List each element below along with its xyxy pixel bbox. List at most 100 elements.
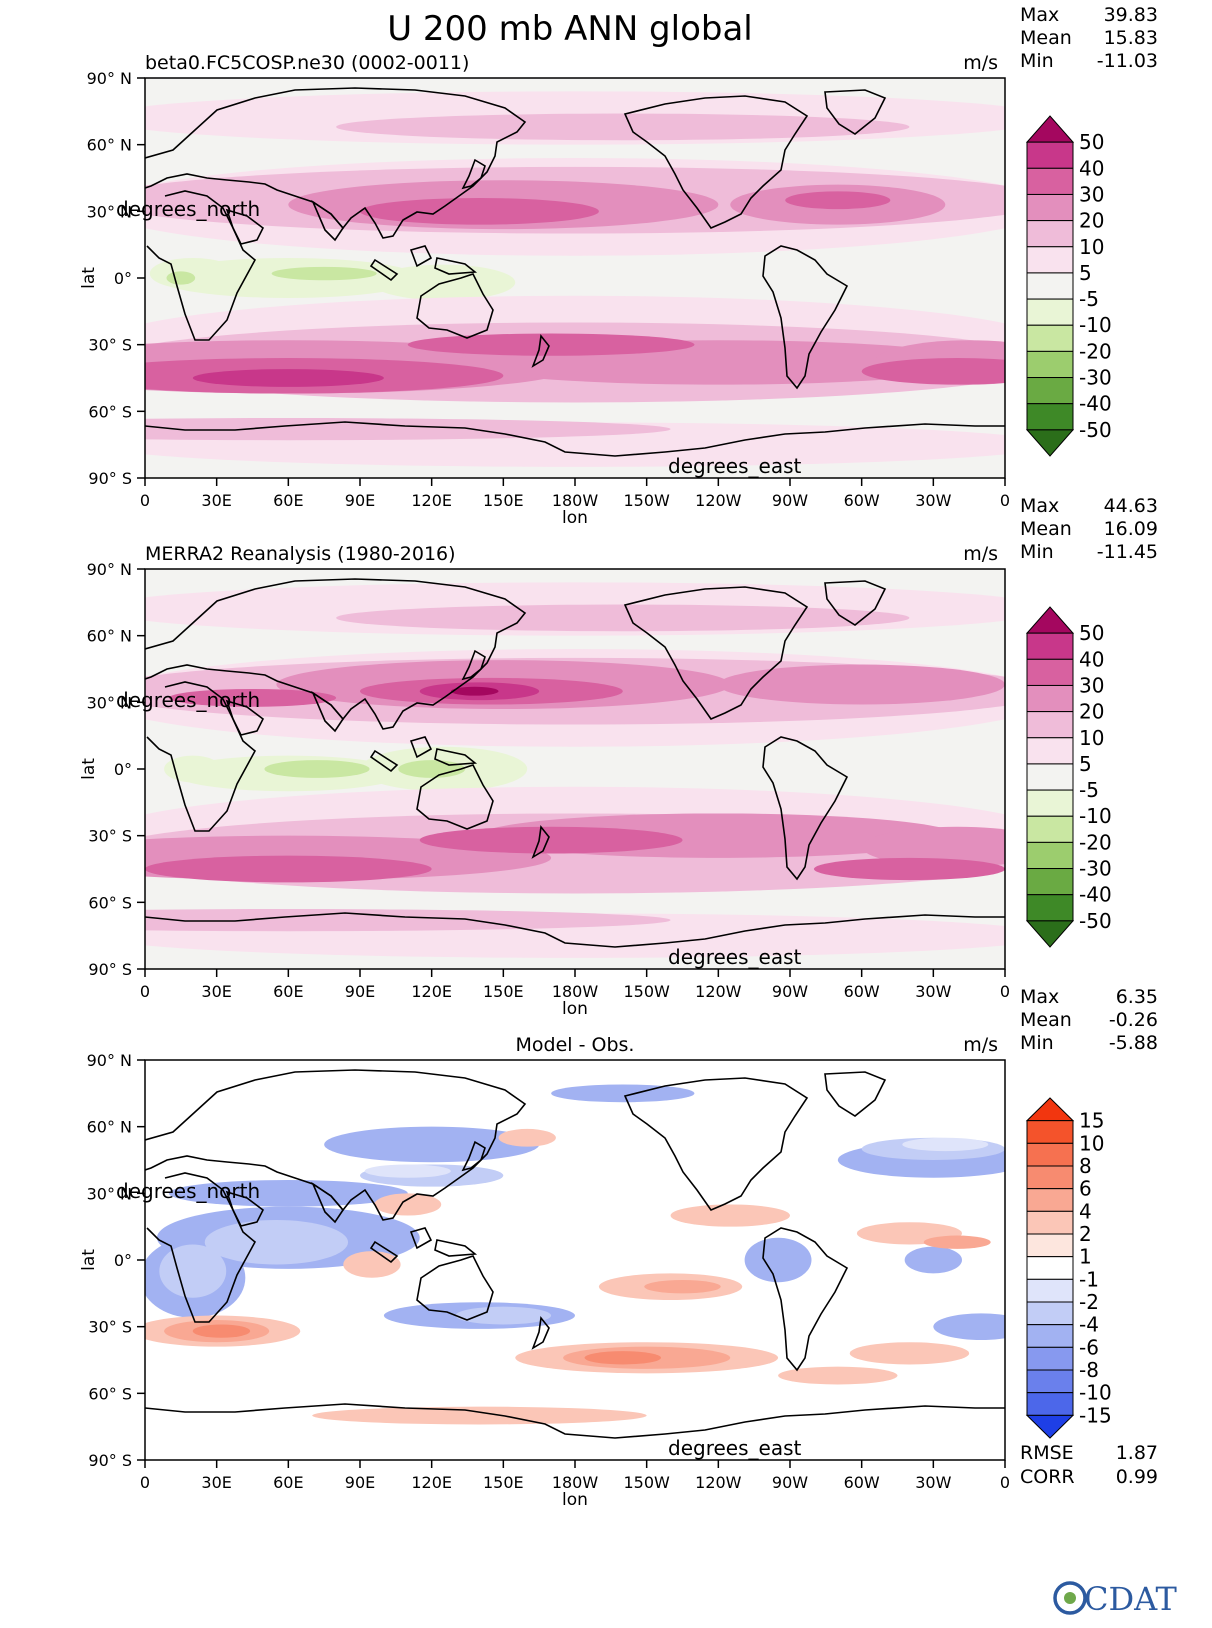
y-tick-label: 30° S — [88, 1318, 132, 1337]
contour-region — [364, 1164, 451, 1178]
panel-difference: Model - Obs. m/s Max 6.35 Mean -0.26 Min -5.88 R… — [79, 986, 1158, 1510]
colorbar-cap-bottom — [1025, 1414, 1075, 1439]
colorbar-level-label: 6 — [1079, 1177, 1092, 1201]
cdat-logo: CDAT — [1053, 1580, 1178, 1618]
map-model — [145, 78, 1005, 478]
x-tick-label: 90E — [345, 491, 375, 510]
y-units-annotation: degrees_north — [116, 688, 260, 712]
colorbar-swatch — [1026, 1120, 1074, 1144]
stat-value: 16.09 — [1104, 518, 1158, 540]
colorbar-level-label: 5 — [1079, 752, 1092, 776]
units-label: m/s — [963, 52, 998, 74]
colorbar-swatch — [1026, 193, 1074, 222]
contour-region — [718, 664, 1005, 705]
panel-observation: MERRA2 Reanalysis (1980-2016) m/s Max 44.63… — [79, 495, 1158, 1019]
map-observation — [145, 569, 1005, 969]
stat-label: Min — [1020, 541, 1054, 563]
x-tick-label: 60E — [273, 1473, 303, 1492]
y-tick-label: 60° S — [88, 1384, 132, 1403]
colorbar-level-label: 40 — [1079, 647, 1104, 671]
stat-value: -0.26 — [1109, 1009, 1158, 1031]
contour-region — [933, 1313, 1005, 1340]
panel-subtitle: Model - Obs. — [516, 1034, 635, 1056]
stat-value: 15.83 — [1104, 27, 1158, 49]
x-tick-label: 0 — [1000, 1473, 1010, 1492]
stat-label: Max — [1020, 495, 1059, 517]
colorbar-level-label: 10 — [1079, 726, 1104, 750]
x-tick-label: 30E — [201, 491, 231, 510]
colorbar-level-label: -30 — [1079, 857, 1112, 881]
x-tick-label: 30W — [915, 491, 951, 510]
colorbar-cap-top — [1025, 606, 1075, 634]
colorbar-swatch — [1026, 1346, 1074, 1371]
colorbar-swatch — [1026, 632, 1074, 660]
y-tick-label: 90° N — [87, 1051, 132, 1070]
colorbar-swatch — [1026, 789, 1074, 817]
stat-label: Max — [1020, 986, 1059, 1008]
x-tick-label: 120E — [411, 982, 452, 1001]
colorbar-swatch — [1026, 1278, 1074, 1303]
stat-label: Min — [1020, 1032, 1054, 1054]
colorbar-swatch — [1026, 141, 1074, 169]
colorbar-level-label: -50 — [1079, 418, 1112, 442]
x-tick-label: 0 — [140, 491, 150, 510]
x-tick-label: 120E — [411, 1473, 452, 1492]
extra-stat-label: CORR — [1020, 1466, 1075, 1488]
panels-group: beta0.FC5COSP.ne30 (0002-0011) m/s Max 39.8… — [79, 4, 1158, 1510]
colorbar-level-label: 30 — [1079, 182, 1104, 206]
colorbar-level-label: -1 — [1079, 1267, 1099, 1291]
colorbar-level-label: -10 — [1079, 1381, 1112, 1405]
contour-region — [902, 1137, 989, 1152]
x-tick-label: 150W — [623, 1473, 670, 1492]
contour-region — [336, 604, 910, 632]
figure-title: U 200 mb ANN global — [387, 9, 753, 49]
x-tick-label: 90W — [772, 982, 808, 1001]
colorbar-level-label: -20 — [1079, 339, 1112, 363]
colorbar-swatch — [1026, 1210, 1074, 1235]
contour-region — [861, 358, 1005, 385]
stat-value: 39.83 — [1104, 4, 1158, 26]
contour-region — [192, 369, 384, 387]
x-units-annotation: degrees_east — [668, 1436, 801, 1460]
colorbar-level-label: 50 — [1079, 621, 1104, 645]
contour-region — [670, 1204, 790, 1227]
stat-label: Mean — [1020, 1009, 1072, 1031]
x-tick-label: 30E — [201, 1473, 231, 1492]
x-axis-label: lon — [562, 999, 588, 1019]
colorbar-swatch — [1026, 220, 1074, 248]
colorbar-level-label: -30 — [1079, 366, 1112, 390]
contour-region — [192, 1324, 251, 1338]
y-units-annotation: degrees_north — [116, 1179, 260, 1203]
contour-region — [644, 1280, 721, 1294]
extra-stat-value: 0.99 — [1116, 1466, 1158, 1488]
y-axis-label: lat — [79, 1249, 99, 1271]
colorbar-level-label: 5 — [1079, 261, 1092, 285]
colorbar-swatch — [1026, 658, 1074, 686]
x-axis-label: lon — [562, 1490, 588, 1510]
x-tick-label: 60W — [844, 1473, 880, 1492]
colorbar-cap-top — [1025, 115, 1075, 143]
x-tick-label: 120W — [695, 491, 742, 510]
contour-region — [398, 760, 466, 778]
y-tick-label: 60° S — [88, 402, 132, 421]
colorbar-level-label: -5 — [1079, 287, 1099, 311]
y-tick-label: 90° S — [88, 960, 132, 979]
contour-region — [455, 1306, 552, 1325]
contour-region — [923, 1235, 991, 1249]
x-tick-label: 150E — [483, 1473, 524, 1492]
contour-region — [336, 113, 910, 141]
stat-label: Mean — [1020, 518, 1072, 540]
colorbar-level-label: 4 — [1079, 1199, 1092, 1223]
x-tick-label: 120W — [695, 982, 742, 1001]
colorbar-swatch — [1026, 298, 1074, 326]
x-tick-label: 0 — [140, 982, 150, 1001]
colorbar-cap-bottom — [1025, 920, 1075, 948]
stat-value: -11.03 — [1097, 50, 1158, 72]
y-tick-label: 30° S — [88, 336, 132, 355]
x-tick-label: 90E — [345, 982, 375, 1001]
contour-region — [166, 271, 196, 285]
colorbar-swatch — [1026, 246, 1074, 274]
colorbar-swatch — [1026, 272, 1074, 300]
x-units-annotation: degrees_east — [668, 454, 801, 478]
